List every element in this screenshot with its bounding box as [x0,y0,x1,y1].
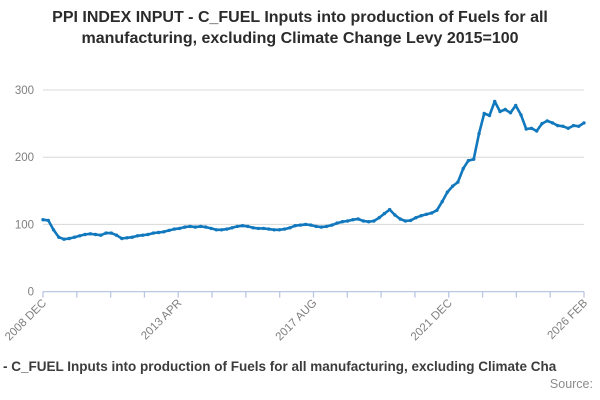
legend-label: - C_FUEL Inputs into production of Fuels… [3,359,557,374]
svg-text:0: 0 [28,287,34,299]
x-axis: 2008 DEC 2013 APR 2017 AUG 2021 DEC 2026 FEB [3,290,590,343]
svg-text:100: 100 [15,219,34,231]
svg-text:2026 FEB: 2026 FEB [545,297,590,342]
chart-title: PPI INDEX INPUT - C_FUEL Inputs into pro… [0,7,600,49]
source-label: Source: [549,377,593,391]
svg-text:2013 APR: 2013 APR [139,297,184,342]
svg-text:200: 200 [15,152,34,164]
plot-area: 0 100 200 300 2008 DEC 2013 APR 2017 AUG 2021 … [3,85,590,343]
line-series [41,99,586,241]
y-axis: 0 100 200 300 [15,85,34,299]
svg-text:2021 DEC: 2021 DEC [409,297,455,343]
chart-title-text: PPI INDEX INPUT - C_FUEL Inputs into pro… [52,9,548,47]
svg-text:2017 AUG: 2017 AUG [274,297,320,343]
y-gridlines [43,89,584,225]
svg-text:2008 DEC: 2008 DEC [3,297,49,343]
svg-text:300: 300 [15,85,34,97]
